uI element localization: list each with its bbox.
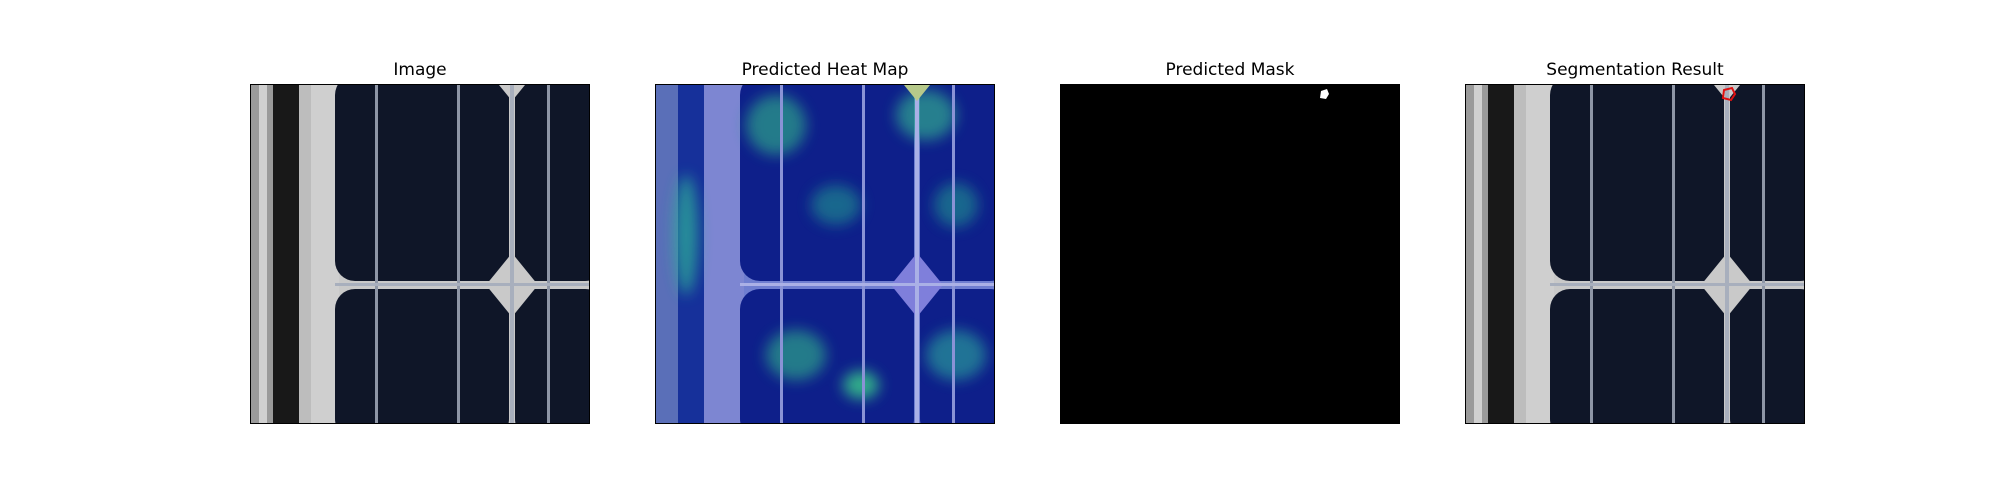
panel-segmentation-result: Segmentation Result: [1465, 60, 1805, 424]
panel-heat-map: Predicted Heat Map: [655, 60, 995, 424]
panel-title: Predicted Mask: [1165, 60, 1295, 80]
panel-predicted-mask: Predicted Mask: [1060, 60, 1400, 424]
heat-map-frame: [655, 84, 995, 424]
segmentation-frame: [1465, 84, 1805, 424]
panel-title: Segmentation Result: [1546, 60, 1724, 80]
solar-cell-image: [251, 85, 589, 423]
defect-outline: [1721, 86, 1737, 102]
heat-map-image: [656, 85, 994, 423]
mask-image: [1061, 85, 1399, 423]
panel-title: Predicted Heat Map: [741, 60, 909, 80]
segmentation-image: [1466, 85, 1804, 423]
image-frame: [250, 84, 590, 424]
mask-frame: [1060, 84, 1400, 424]
panel-image: Image: [250, 60, 590, 424]
mask-defect-blob: [1320, 89, 1329, 99]
panel-title: Image: [393, 60, 447, 80]
